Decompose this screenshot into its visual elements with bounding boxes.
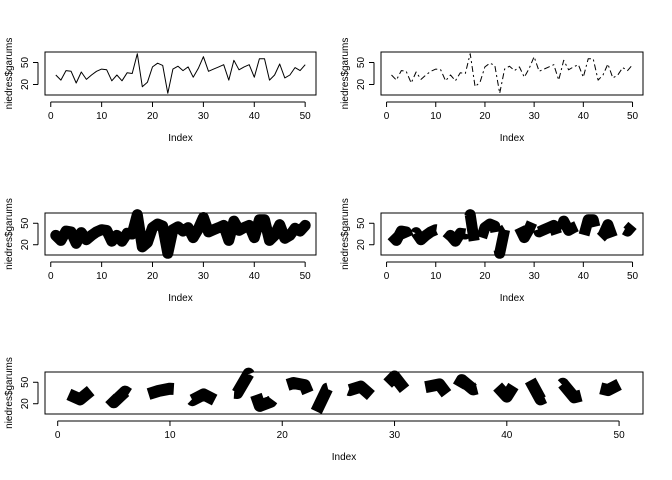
x-tick-label: 50 [627,271,639,282]
series-line [391,53,633,94]
x-tick-label: 30 [529,271,541,282]
x-tick-label: 0 [384,111,390,122]
x-tick-label: 40 [578,111,590,122]
x-axis-label: Index [332,452,356,463]
y-tick-label: 20 [356,78,367,90]
x-tick-label: 50 [614,430,626,441]
x-tick-label: 40 [578,271,590,282]
chart-panel-3: 0 10 20 30 40 50 Index 20 50 niedres$garums [4,198,317,304]
x-tick-label: 20 [147,271,159,282]
x-tick-label: 0 [384,271,390,282]
y-axis-label: niedres$garums [4,38,15,110]
chart-panel-5: 0 10 20 30 40 50 Index 20 50 niedres$garums [4,357,644,463]
plot-frame [44,51,317,96]
x-tick-label: 0 [48,271,54,282]
y-tick-label: 50 [356,217,367,229]
x-tick-label: 30 [198,271,210,282]
y-axis-label: niedres$garums [340,38,351,110]
x-tick-label: 20 [147,111,159,122]
x-axis-label: Index [500,133,524,144]
x-tick-label: 20 [479,111,491,122]
x-tick-label: 20 [277,430,289,441]
y-axis-label: niedres$garums [340,198,351,270]
y-tick-label: 20 [20,78,31,90]
y-tick-label: 20 [20,398,31,410]
plot-frame [44,371,644,415]
x-axis-label: Index [500,293,524,304]
y-tick-label: 50 [356,57,367,69]
y-tick-label: 50 [20,57,31,69]
x-axis-label: Index [168,133,192,144]
chart-panel-1: 0 10 20 30 40 50 Index 20 50 niedres$garums [4,38,317,144]
x-tick-label: 0 [48,111,54,122]
x-tick-label: 10 [430,111,442,122]
x-tick-label: 10 [96,271,108,282]
series-line [50,209,311,259]
x-tick-label: 30 [198,111,210,122]
x-tick-label: 0 [55,430,61,441]
x-tick-label: 10 [96,111,108,122]
x-tick-label: 40 [249,271,261,282]
y-tick-label: 20 [20,239,31,251]
y-tick-label: 50 [20,217,31,229]
x-tick-label: 10 [164,430,176,441]
x-tick-label: 30 [529,111,541,122]
x-tick-label: 50 [627,111,639,122]
x-tick-label: 30 [389,430,401,441]
series-line [387,209,637,259]
x-tick-label: 40 [249,111,261,122]
x-tick-label: 50 [300,271,312,282]
y-axis-label: niedres$garums [4,198,15,270]
plot-frame [380,51,644,96]
y-tick-label: 20 [356,239,367,251]
series-line [66,367,622,419]
y-tick-label: 50 [20,376,31,388]
y-axis-label: niedres$garums [4,357,15,429]
x-axis-label: Index [168,293,192,304]
series-line [55,53,306,94]
x-tick-label: 10 [430,271,442,282]
x-tick-label: 40 [501,430,513,441]
chart-panel-4: 0 10 20 30 40 50 Index 20 50 niedres$garums [340,198,644,304]
plot-frame [44,212,317,256]
x-tick-label: 20 [479,271,491,282]
plot-frame [380,212,644,256]
x-tick-label: 50 [300,111,312,122]
chart-panel-2: 0 10 20 30 40 50 Index 20 50 niedres$garums [340,38,644,144]
